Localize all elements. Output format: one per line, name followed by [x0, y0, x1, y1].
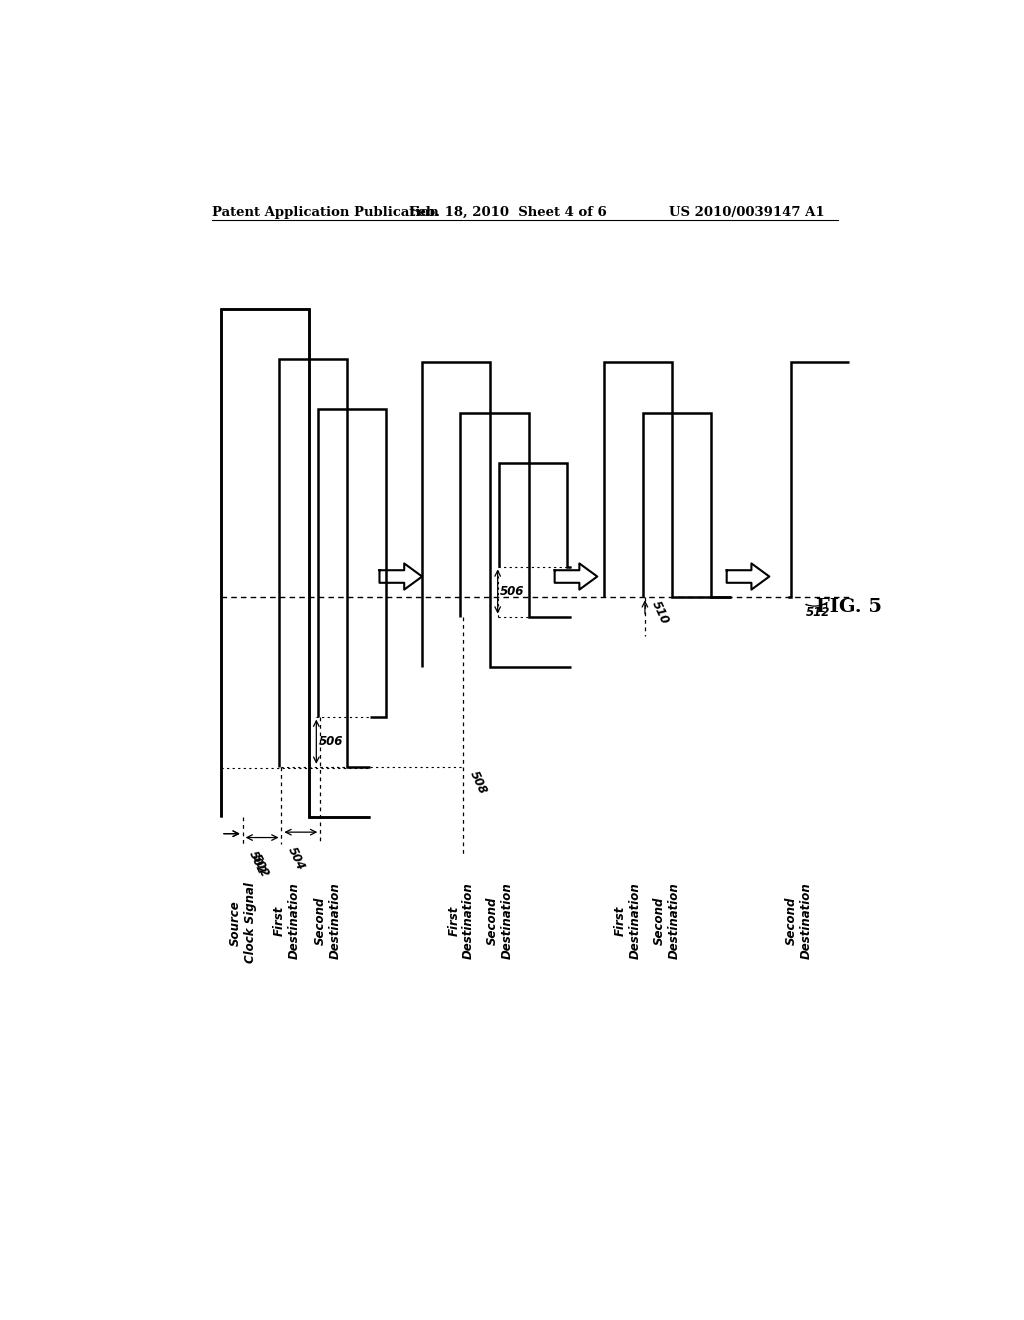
Text: Second
Destination: Second Destination — [652, 882, 681, 958]
Text: 506: 506 — [318, 735, 343, 748]
FancyArrowPatch shape — [806, 603, 827, 606]
Text: Second
Destination: Second Destination — [784, 882, 812, 958]
Text: 508: 508 — [467, 768, 488, 796]
Text: 512: 512 — [806, 606, 830, 619]
Text: Patent Application Publication: Patent Application Publication — [212, 206, 438, 219]
Text: 504: 504 — [286, 845, 307, 873]
Text: First
Destination: First Destination — [447, 882, 475, 958]
Text: First
Destination: First Destination — [272, 882, 301, 958]
Text: Source
Clock Signal: Source Clock Signal — [228, 882, 257, 964]
Text: 510: 510 — [649, 599, 671, 627]
Text: FIG. 5: FIG. 5 — [816, 598, 883, 616]
Text: 506: 506 — [500, 585, 524, 598]
Text: 502: 502 — [249, 851, 271, 879]
Text: 502: 502 — [247, 849, 268, 876]
Text: Second
Destination: Second Destination — [486, 882, 514, 958]
Text: Feb. 18, 2010  Sheet 4 of 6: Feb. 18, 2010 Sheet 4 of 6 — [410, 206, 607, 219]
Text: Second
Destination: Second Destination — [314, 882, 342, 958]
Text: US 2010/0039147 A1: US 2010/0039147 A1 — [669, 206, 824, 219]
Text: First
Destination: First Destination — [613, 882, 642, 958]
